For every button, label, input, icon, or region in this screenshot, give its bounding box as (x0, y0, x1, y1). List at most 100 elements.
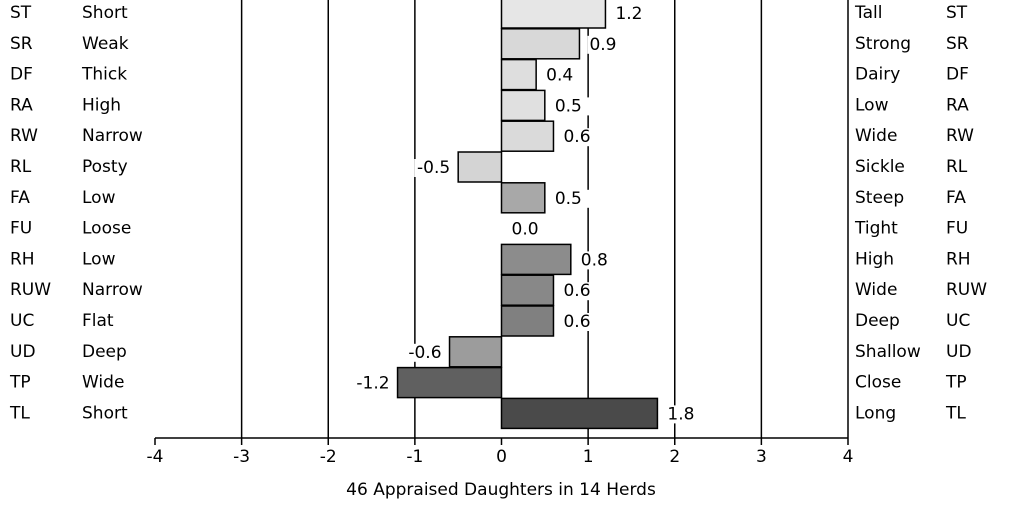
value-label: 1.8 (667, 404, 694, 424)
right-label: Steep (855, 188, 904, 208)
right-label: Long (855, 403, 896, 423)
bar (500, 89, 546, 122)
value-label-bg (578, 251, 617, 270)
left-label: Low (82, 188, 116, 208)
left-code: RH (10, 249, 35, 269)
right-label: Close (855, 373, 901, 393)
left-code: ST (10, 3, 32, 23)
left-code: RUW (10, 280, 51, 300)
bar (500, 274, 555, 306)
bar (500, 58, 537, 91)
right-label: Deep (855, 311, 900, 331)
right-label: Strong (855, 34, 911, 54)
x-tick-label: 1 (583, 447, 594, 467)
value-label-bg (561, 282, 600, 301)
value-label-bg (561, 128, 600, 147)
right-code: FA (946, 188, 966, 208)
left-label: Short (82, 403, 128, 423)
right-code: RUW (946, 280, 987, 300)
left-code: RL (10, 157, 32, 177)
value-label: 0.6 (563, 127, 590, 147)
x-axis-title: 46 Appraised Daughters in 14 Herds (346, 480, 656, 500)
right-code: RL (946, 157, 968, 177)
right-label: Tight (854, 219, 898, 239)
right-label: Wide (855, 280, 897, 300)
value-label: 0.0 (512, 220, 539, 240)
left-code: FU (10, 219, 32, 239)
left-code: UC (10, 311, 34, 331)
x-tick-label: -3 (233, 447, 250, 467)
value-label-bg (587, 35, 626, 54)
value-label-bg (552, 97, 591, 116)
bar (500, 305, 555, 337)
value-label-bg (613, 5, 652, 23)
x-tick-label: 2 (669, 447, 680, 467)
left-label: Thick (81, 65, 127, 85)
left-label: Narrow (82, 280, 143, 300)
value-label: -0.6 (408, 343, 441, 363)
x-tick-label: -4 (147, 447, 164, 467)
x-tick-label: 3 (756, 447, 767, 467)
left-label: Low (82, 249, 116, 269)
x-tick-label: -1 (406, 447, 423, 467)
left-code: SR (10, 34, 33, 54)
x-tick-label: -2 (320, 447, 337, 467)
left-code: DF (10, 65, 33, 85)
bar (448, 336, 503, 368)
left-label: Wide (82, 373, 124, 393)
left-code: FA (10, 188, 30, 208)
right-label: Tall (854, 3, 882, 23)
left-label: Loose (82, 219, 131, 239)
value-label: 1.2 (615, 4, 642, 24)
left-code: TP (9, 373, 31, 393)
right-label: High (855, 249, 894, 269)
left-label: Weak (82, 34, 129, 54)
value-label: 0.5 (555, 189, 582, 209)
right-label: Shallow (855, 342, 921, 362)
right-label: Sickle (855, 157, 905, 177)
value-label: 0.8 (581, 250, 608, 270)
value-label-bg (509, 220, 548, 239)
left-code: RA (10, 95, 33, 115)
left-label: Short (82, 3, 128, 23)
right-code: RH (946, 249, 971, 269)
value-label: 0.6 (563, 281, 590, 301)
value-label: 0.4 (546, 66, 573, 86)
value-label-bg (561, 313, 600, 331)
bar (500, 243, 572, 276)
x-tick-label: 4 (843, 447, 854, 467)
left-label: Deep (82, 342, 127, 362)
bar (500, 0, 607, 29)
value-label-bg (405, 343, 444, 362)
left-label: Flat (82, 311, 114, 331)
value-label-bg (414, 159, 453, 177)
right-code: UD (946, 342, 972, 362)
value-label: 0.9 (589, 35, 616, 55)
left-label: High (82, 95, 121, 115)
value-label: 0.6 (563, 312, 590, 332)
bar (500, 120, 555, 152)
bar (500, 397, 659, 430)
right-label: Wide (855, 126, 897, 146)
right-code: RA (946, 95, 969, 115)
bar (396, 366, 503, 399)
right-code: FU (946, 219, 968, 239)
right-code: UC (946, 311, 970, 331)
right-label: Dairy (855, 65, 900, 85)
left-code: TL (9, 403, 30, 423)
right-code: ST (946, 3, 968, 23)
left-label: Posty (82, 157, 128, 177)
value-label-bg (544, 66, 583, 85)
value-label-bg (353, 374, 392, 393)
right-code: TP (945, 373, 967, 393)
value-label-bg (665, 405, 704, 424)
bar (500, 28, 581, 60)
right-code: RW (946, 126, 974, 146)
value-label: -0.5 (417, 158, 450, 178)
right-code: DF (946, 65, 969, 85)
left-code: RW (10, 126, 38, 146)
bar (457, 151, 503, 183)
right-code: TL (945, 403, 966, 423)
value-label: 0.5 (555, 96, 582, 116)
